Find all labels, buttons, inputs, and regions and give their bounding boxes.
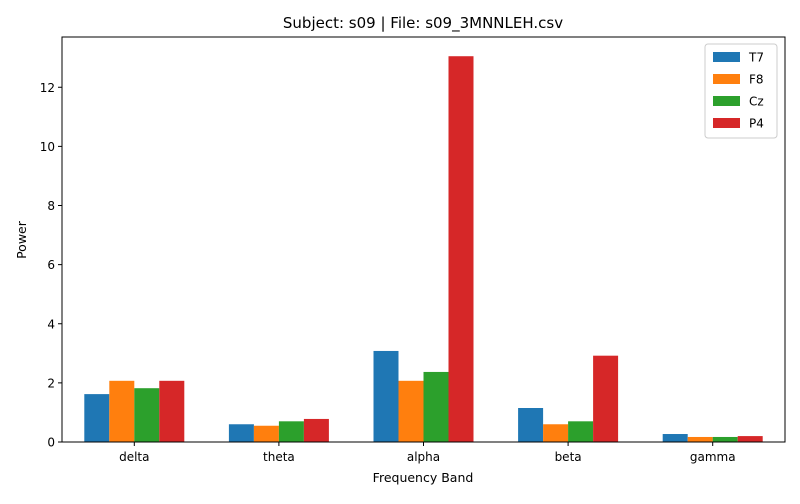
x-tick-label: delta: [119, 450, 149, 464]
bar-cz-theta: [278, 421, 304, 442]
y-tick-label: 12: [40, 81, 55, 95]
x-axis-label: Frequency Band: [373, 470, 474, 485]
plot-frame: [61, 36, 786, 443]
bar-cz-alpha: [423, 371, 449, 442]
bar-t7-beta: [518, 408, 544, 442]
x-tick-label: beta: [555, 450, 582, 464]
legend: T7 F8 Cz P4: [704, 43, 778, 139]
y-tick-label: 10: [40, 140, 55, 154]
bar-f8-delta: [109, 380, 135, 442]
y-tick-label: 6: [47, 258, 55, 272]
bar-p4-beta: [593, 355, 619, 442]
bar-f8-alpha: [398, 380, 424, 442]
bar-t7-theta: [228, 424, 254, 442]
legend-label-f8: F8: [749, 73, 764, 87]
bar-t7-gamma: [662, 434, 688, 442]
bar-cz-beta: [568, 421, 594, 442]
legend-swatch-f8: [713, 74, 740, 84]
y-tick-label: 2: [47, 376, 55, 390]
bar-t7-alpha: [373, 350, 399, 442]
bar-p4-alpha: [448, 56, 474, 442]
bar-p4-gamma: [737, 436, 763, 442]
y-tick-label: 0: [47, 436, 55, 450]
legend-label-cz: Cz: [749, 95, 764, 109]
chart-title: Subject: s09 | File: s09_3MNNLEH.csv: [283, 14, 563, 33]
bar-f8-beta: [543, 424, 569, 442]
y-tick-label: 8: [47, 199, 55, 213]
x-tick-label: theta: [263, 450, 295, 464]
y-tick-label: 4: [47, 317, 55, 331]
x-axis-ticks: delta theta alpha beta gamma: [119, 442, 736, 464]
bar-f8-theta: [253, 425, 279, 442]
y-axis-label: Power: [14, 220, 29, 259]
x-tick-label: gamma: [690, 450, 736, 464]
legend-swatch-cz: [713, 96, 740, 106]
bar-t7-delta: [84, 394, 110, 442]
x-tick-label: alpha: [407, 450, 440, 464]
legend-swatch-p4: [713, 118, 740, 128]
bar-p4-theta: [303, 418, 329, 442]
bar-p4-delta: [159, 380, 185, 442]
legend-box: [704, 43, 778, 139]
legend-swatch-t7: [713, 52, 740, 62]
bar-f8-gamma: [687, 436, 713, 442]
legend-label-t7: T7: [748, 51, 764, 65]
bars-group: [84, 56, 763, 442]
legend-label-p4: P4: [749, 117, 764, 131]
bar-cz-delta: [134, 388, 160, 442]
bar-cz-gamma: [712, 436, 738, 442]
y-axis-ticks: 0 2 4 6 8 10 12: [40, 81, 62, 450]
